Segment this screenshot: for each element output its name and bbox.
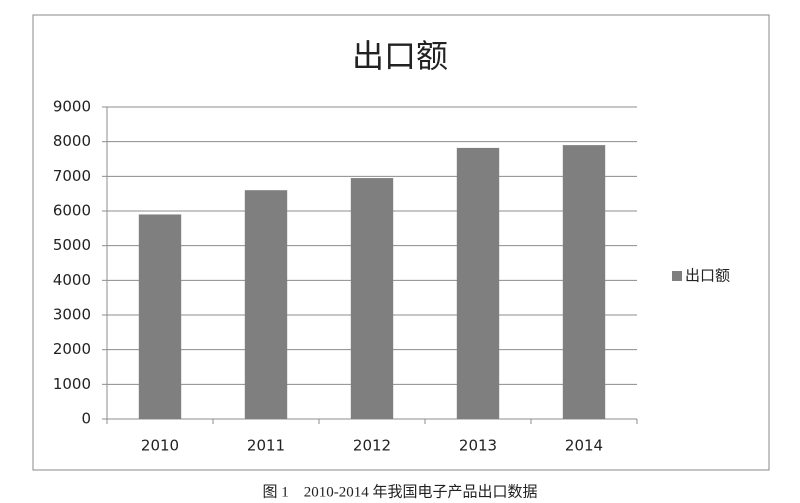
bar: [244, 190, 288, 419]
bar: [138, 214, 182, 419]
y-tick-label: 0: [81, 410, 91, 428]
x-tick-label: 2014: [565, 437, 603, 455]
y-tick-label: 5000: [53, 236, 91, 254]
legend-swatch: [672, 271, 682, 281]
legend-label: 出口额: [685, 267, 730, 285]
chart-title: 出口额: [352, 37, 448, 75]
y-tick-label: 8000: [53, 132, 91, 150]
y-tick-label: 1000: [53, 375, 91, 393]
y-tick-label: 9000: [53, 98, 91, 116]
bar: [350, 178, 394, 419]
x-tick-label: 2012: [353, 437, 391, 455]
x-tick-label: 2011: [247, 437, 285, 455]
y-tick-label: 3000: [53, 306, 91, 324]
y-tick-label: 2000: [53, 340, 91, 358]
y-tick-label: 7000: [53, 167, 91, 185]
x-tick-label: 2010: [141, 437, 179, 455]
caption: 图 1 2010-2014 年我国电子产品出口数据: [263, 483, 538, 500]
x-tick-label: 2013: [459, 437, 497, 455]
bar: [456, 147, 500, 419]
y-tick-label: 6000: [53, 202, 91, 220]
y-tick-label: 4000: [53, 271, 91, 289]
bar: [562, 145, 606, 419]
